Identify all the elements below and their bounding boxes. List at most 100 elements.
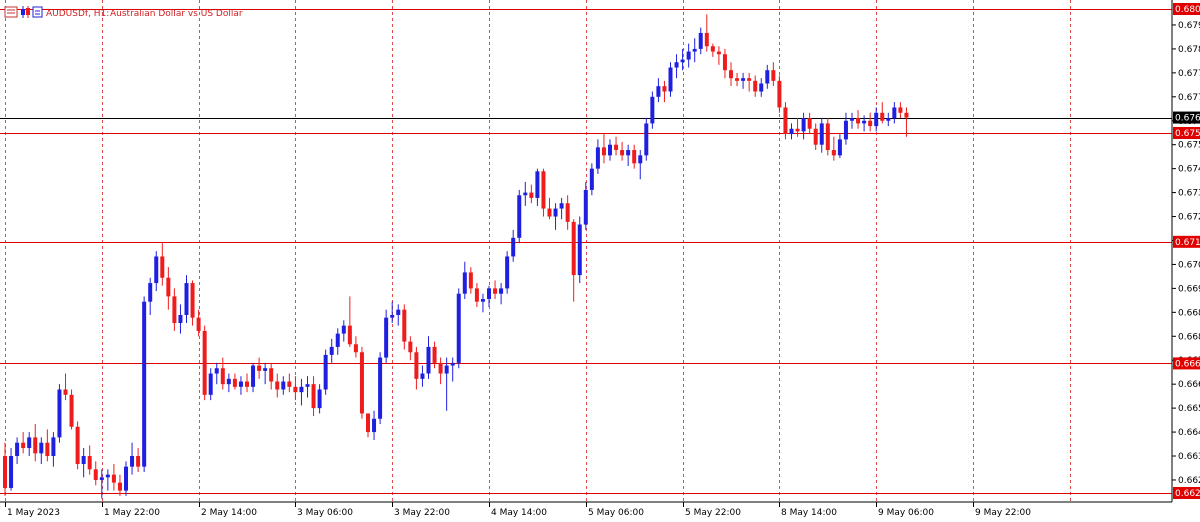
window-menu-icon[interactable]: [4, 6, 18, 18]
candle-body: [384, 317, 389, 358]
candle-body: [329, 346, 334, 355]
candle-body: [807, 118, 812, 129]
candle-body: [142, 301, 147, 467]
candle-body: [245, 381, 249, 387]
candle-body: [783, 107, 788, 135]
candle: [680, 48, 685, 71]
price-tick-label: 0.66800: [1178, 332, 1200, 342]
price-tick-label: 0.67340: [1178, 189, 1200, 199]
candle: [819, 118, 824, 153]
candle: [644, 118, 649, 161]
candle-body: [517, 195, 522, 238]
candle-body: [335, 333, 340, 347]
candle: [747, 72, 752, 92]
candle-body: [656, 86, 661, 97]
candle-body: [402, 309, 407, 342]
candle: [710, 43, 715, 57]
candle: [432, 341, 437, 369]
candle: [874, 107, 879, 132]
candle: [232, 373, 237, 390]
candle-body: [251, 365, 256, 387]
candle: [759, 78, 764, 97]
candle-body: [317, 389, 322, 409]
candle: [487, 285, 491, 308]
candle-body: [559, 203, 564, 209]
price-axis[interactable]: 0.679700.678800.677900.677000.676100.675…: [1172, 3, 1200, 499]
candle: [293, 376, 298, 401]
candle: [438, 357, 443, 385]
candle: [33, 424, 38, 462]
candle: [462, 261, 467, 300]
candle: [87, 445, 92, 475]
candle-body: [831, 150, 836, 156]
candle: [704, 14, 709, 52]
candle: [541, 168, 546, 217]
candle: [741, 72, 746, 89]
candle: [850, 112, 854, 129]
indicator-icon[interactable]: [32, 6, 43, 18]
candle-body: [529, 192, 534, 198]
candle-body: [819, 123, 824, 145]
candle: [468, 267, 473, 294]
candle-body: [39, 442, 44, 454]
candle: [208, 368, 213, 401]
candle: [130, 442, 135, 475]
candle-body: [650, 96, 655, 124]
candle: [426, 336, 431, 379]
candle-body: [862, 120, 867, 124]
candle: [15, 437, 20, 464]
candles-icon[interactable]: [21, 6, 30, 18]
candle-body: [190, 283, 195, 318]
candle: [813, 123, 818, 151]
candle: [638, 150, 643, 180]
candle: [329, 338, 334, 363]
candle-body: [130, 456, 135, 467]
candle-body: [601, 147, 606, 156]
candle: [420, 365, 425, 387]
candle-body: [87, 456, 92, 470]
candle-body: [396, 309, 401, 315]
candle: [753, 75, 758, 97]
candle: [480, 293, 485, 313]
candle: [323, 349, 328, 395]
candle-body: [487, 288, 491, 300]
candle-body: [771, 70, 776, 81]
candle: [474, 283, 479, 308]
candle: [366, 413, 370, 438]
price-levels: [0, 9, 1172, 494]
candle-body: [638, 155, 643, 164]
candle: [57, 384, 62, 443]
candle: [414, 346, 419, 390]
candle: [886, 112, 891, 127]
candle-body: [741, 78, 746, 81]
candle: [317, 384, 322, 414]
candle-body: [747, 78, 752, 81]
candle: [220, 357, 225, 390]
time-tick-label: 3 May 22:00: [394, 508, 450, 518]
candle: [3, 442, 7, 496]
candle-body: [226, 378, 231, 385]
candle-body: [111, 474, 116, 483]
candle: [372, 410, 377, 441]
bid-tag-label: 0.67622: [1175, 114, 1200, 124]
candle-body: [698, 32, 703, 49]
candle: [238, 376, 243, 395]
candle: [843, 112, 848, 145]
candle-body: [813, 128, 818, 145]
level-tag-label: 0.68030: [1175, 5, 1200, 15]
candle: [716, 46, 721, 65]
level-tag-label: 0.67155: [1175, 238, 1200, 248]
price-tick-label: 0.67790: [1178, 69, 1200, 79]
candle: [898, 102, 903, 119]
time-axis[interactable]: 1 May 2023 1 May 22:00 2 May 14:00 3 May 06…: [5, 502, 1032, 518]
candle-body: [160, 256, 165, 278]
candle: [402, 304, 407, 350]
candle-body: [359, 352, 364, 414]
candle: [553, 203, 558, 230]
candle: [166, 267, 171, 310]
candle: [347, 296, 352, 347]
candle-body: [275, 381, 280, 390]
